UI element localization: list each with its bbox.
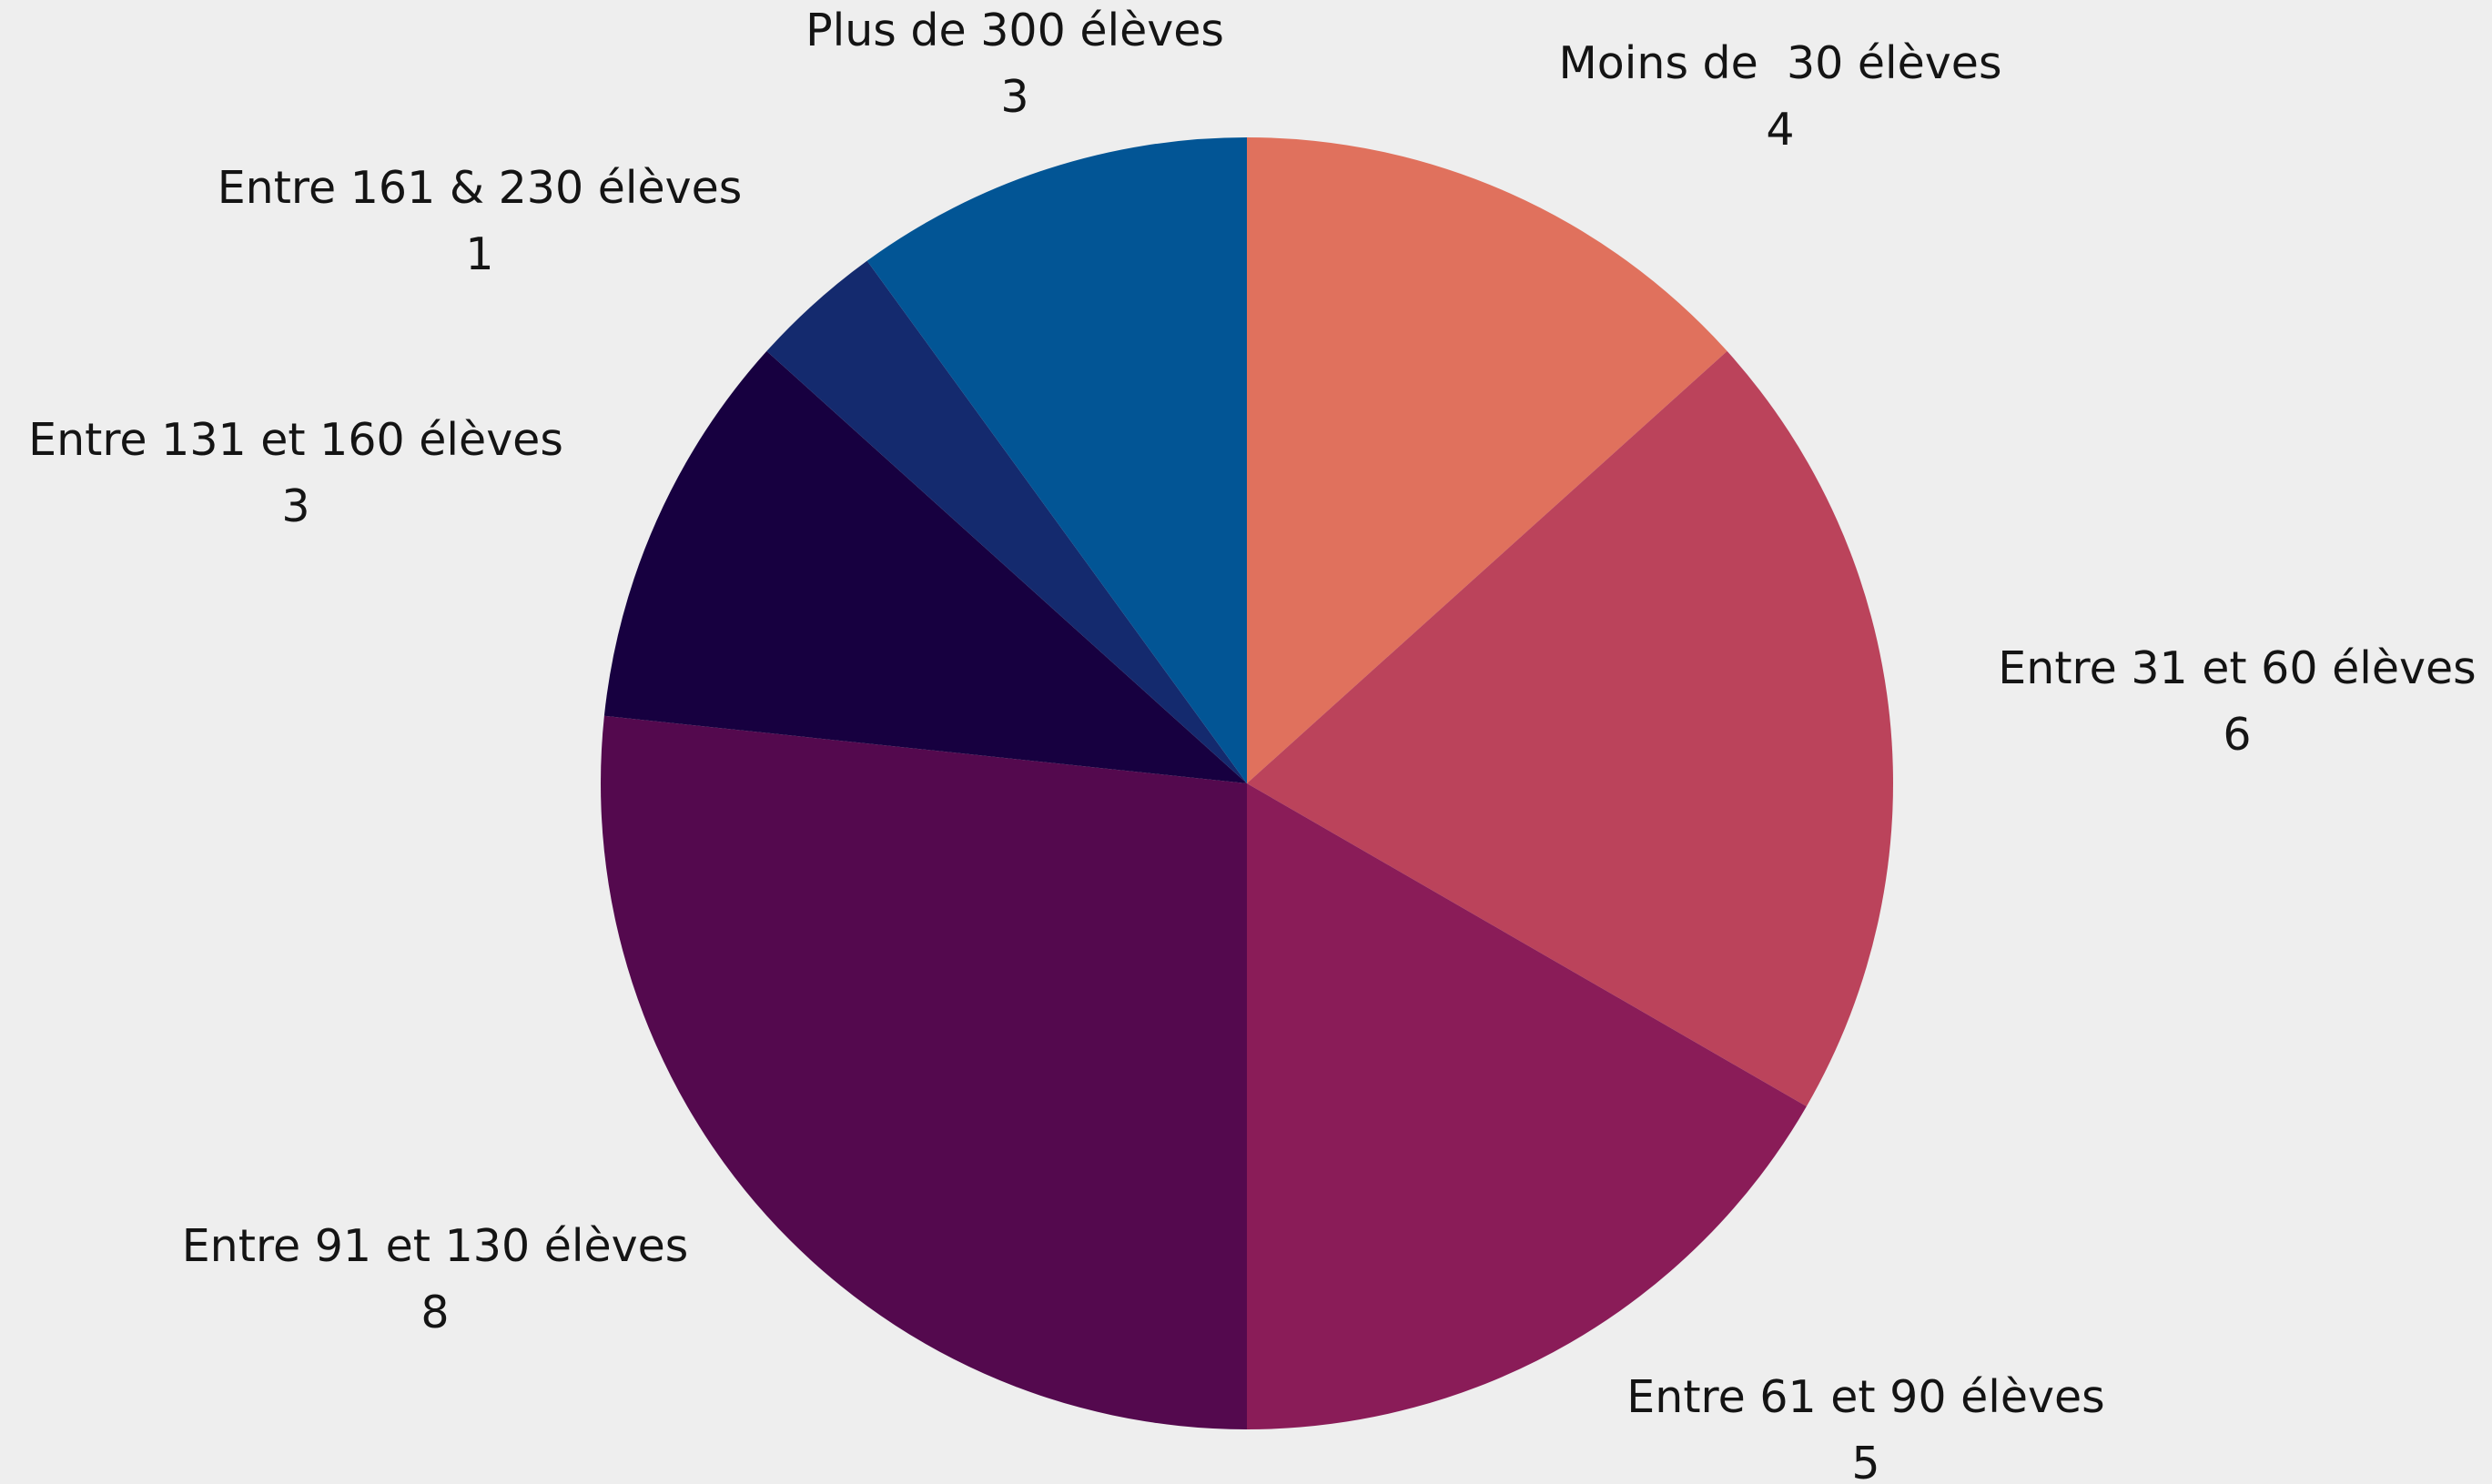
slice-value-7: 3 <box>1000 71 1028 123</box>
pie-slice-5 <box>603 350 1247 783</box>
slice-value-5: 3 <box>281 480 309 532</box>
pie-slice-1 <box>1247 137 1727 783</box>
pie-slice-2 <box>1247 350 1893 1106</box>
slice-value-2: 6 <box>2223 709 2251 761</box>
slice-label-5: Entre 131 et 160 élèves <box>28 414 563 466</box>
slices-layer <box>600 137 1893 1429</box>
slice-label-3: Entre 61 et 90 élèves <box>1626 1371 2104 1423</box>
pie-slice-4 <box>600 715 1247 1429</box>
slice-value-4: 8 <box>420 1287 449 1338</box>
slice-label-2: Entre 31 et 60 élèves <box>1998 642 2476 694</box>
pie-slice-7 <box>866 137 1247 783</box>
labels-layer: Moins de 30 élèves 4 Entre 31 et 60 élèves… <box>28 5 2477 1484</box>
pie-slice-3 <box>1247 783 1807 1429</box>
slice-value-1: 4 <box>1766 104 1794 156</box>
slice-label-4: Entre 91 et 130 élèves <box>182 1220 689 1272</box>
slice-value-3: 5 <box>1851 1438 1879 1484</box>
slice-label-6: Entre 161 & 230 élèves <box>218 162 743 214</box>
pie-slice-6 <box>766 260 1247 784</box>
slice-label-7: Plus de 300 élèves <box>805 5 1224 56</box>
slice-label-1: Moins de 30 élèves <box>1559 37 2002 89</box>
slice-value-6: 1 <box>465 228 493 280</box>
